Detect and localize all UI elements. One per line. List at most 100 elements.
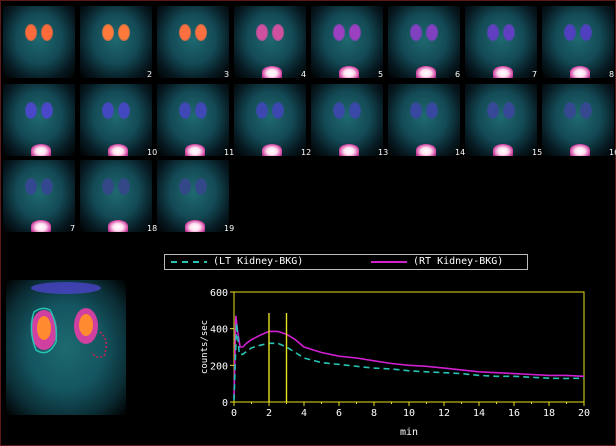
frame-thumbnail <box>3 160 75 232</box>
roi-summary-image <box>6 280 126 415</box>
bladder <box>108 220 128 232</box>
frame-number: 11 <box>224 148 235 157</box>
x-tick-label: 0 <box>231 408 237 419</box>
frame-thumbnail <box>157 160 229 232</box>
left-kidney <box>102 178 114 195</box>
frame-thumbnail <box>157 84 229 156</box>
legend-rt-swatch <box>371 261 407 263</box>
legend-lt-swatch <box>171 261 207 263</box>
left-kidney <box>102 24 114 41</box>
roi-overlay <box>30 282 107 359</box>
bladder <box>339 144 359 156</box>
left-kidney <box>410 24 422 41</box>
left-kidney <box>333 102 345 119</box>
bladder <box>185 220 205 232</box>
bladder <box>31 144 51 156</box>
frame-number: 5 <box>378 70 384 79</box>
left-kidney <box>102 102 114 119</box>
x-tick-label: 18 <box>543 408 555 419</box>
bladder <box>262 66 282 78</box>
x-tick-label: 14 <box>473 408 485 419</box>
left-kidney <box>487 102 499 119</box>
legend-rt-label: (RT Kidney-BKG) <box>413 256 504 267</box>
left-kidney <box>179 102 191 119</box>
frame-thumbnail <box>388 6 460 78</box>
frame-thumbnail <box>234 84 306 156</box>
bladder <box>185 144 205 156</box>
lt-kidney-curve <box>233 323 585 401</box>
right-kidney <box>195 24 207 41</box>
frame-thumbnail <box>3 6 75 78</box>
x-tick-label: 20 <box>578 408 590 419</box>
left-kidney <box>564 102 576 119</box>
bladder <box>416 144 436 156</box>
right-kidney <box>426 102 438 119</box>
right-kidney <box>349 24 361 41</box>
frame-thumbnail <box>3 84 75 156</box>
right-kidney <box>580 102 592 119</box>
x-tick-label: 12 <box>438 408 450 419</box>
frame-thumbnail <box>388 84 460 156</box>
right-kidney <box>41 102 53 119</box>
chart-legend: (LT Kidney-BKG) (RT Kidney-BKG) <box>164 254 528 270</box>
bladder <box>31 220 51 232</box>
y-tick-label: 600 <box>210 288 228 299</box>
right-kidney <box>118 24 130 41</box>
frame-number: 6 <box>455 70 461 79</box>
bladder <box>493 66 513 78</box>
x-tick-label: 4 <box>301 408 307 419</box>
x-tick-label: 16 <box>508 408 520 419</box>
right-kidney <box>503 24 515 41</box>
frame-number: 7 <box>532 70 538 79</box>
y-tick-label: 400 <box>210 325 228 336</box>
bladder <box>339 66 359 78</box>
right-kidney <box>118 178 130 195</box>
frame-number: 19 <box>224 224 235 233</box>
frame-number: 4 <box>301 70 307 79</box>
frame-number: 3 <box>224 70 230 79</box>
frame-thumbnail <box>311 6 383 78</box>
left-kidney <box>333 24 345 41</box>
right-kidney <box>41 178 53 195</box>
frame-thumbnail <box>311 84 383 156</box>
frame-number: 2 <box>147 70 153 79</box>
left-kidney <box>25 24 37 41</box>
frame-thumbnail <box>80 84 152 156</box>
frame-thumbnail <box>80 160 152 232</box>
left-kidney <box>25 102 37 119</box>
bladder <box>570 144 590 156</box>
frame-thumbnail <box>542 84 614 156</box>
x-tick-label: 6 <box>336 408 342 419</box>
left-kidney <box>564 24 576 41</box>
right-kidney <box>195 178 207 195</box>
left-kidney <box>256 24 268 41</box>
left-kidney <box>410 102 422 119</box>
right-kidney <box>272 102 284 119</box>
frame-number: 7 <box>70 224 76 233</box>
right-kidney <box>272 24 284 41</box>
rt-kidney-curve <box>233 315 585 399</box>
legend-lt-label: (LT Kidney-BKG) <box>213 256 304 267</box>
x-tick-label: 8 <box>371 408 377 419</box>
right-kidney <box>349 102 361 119</box>
right-kidney <box>580 24 592 41</box>
right-kidney <box>118 102 130 119</box>
x-tick-label: 2 <box>266 408 272 419</box>
x-axis-label: min <box>400 427 418 438</box>
left-kidney <box>487 24 499 41</box>
frame-thumbnail <box>465 6 537 78</box>
frame-number: 12 <box>301 148 312 157</box>
bladder <box>262 144 282 156</box>
bladder <box>416 66 436 78</box>
frame-number: 15 <box>532 148 543 157</box>
frame-number: 18 <box>147 224 158 233</box>
frame-number: 14 <box>455 148 466 157</box>
frame-number: 8 <box>609 70 615 79</box>
frame-number: 13 <box>378 148 389 157</box>
right-kidney <box>503 102 515 119</box>
frame-thumbnail <box>234 6 306 78</box>
bladder <box>570 66 590 78</box>
right-kidney <box>41 24 53 41</box>
frame-number: 16 <box>609 148 616 157</box>
